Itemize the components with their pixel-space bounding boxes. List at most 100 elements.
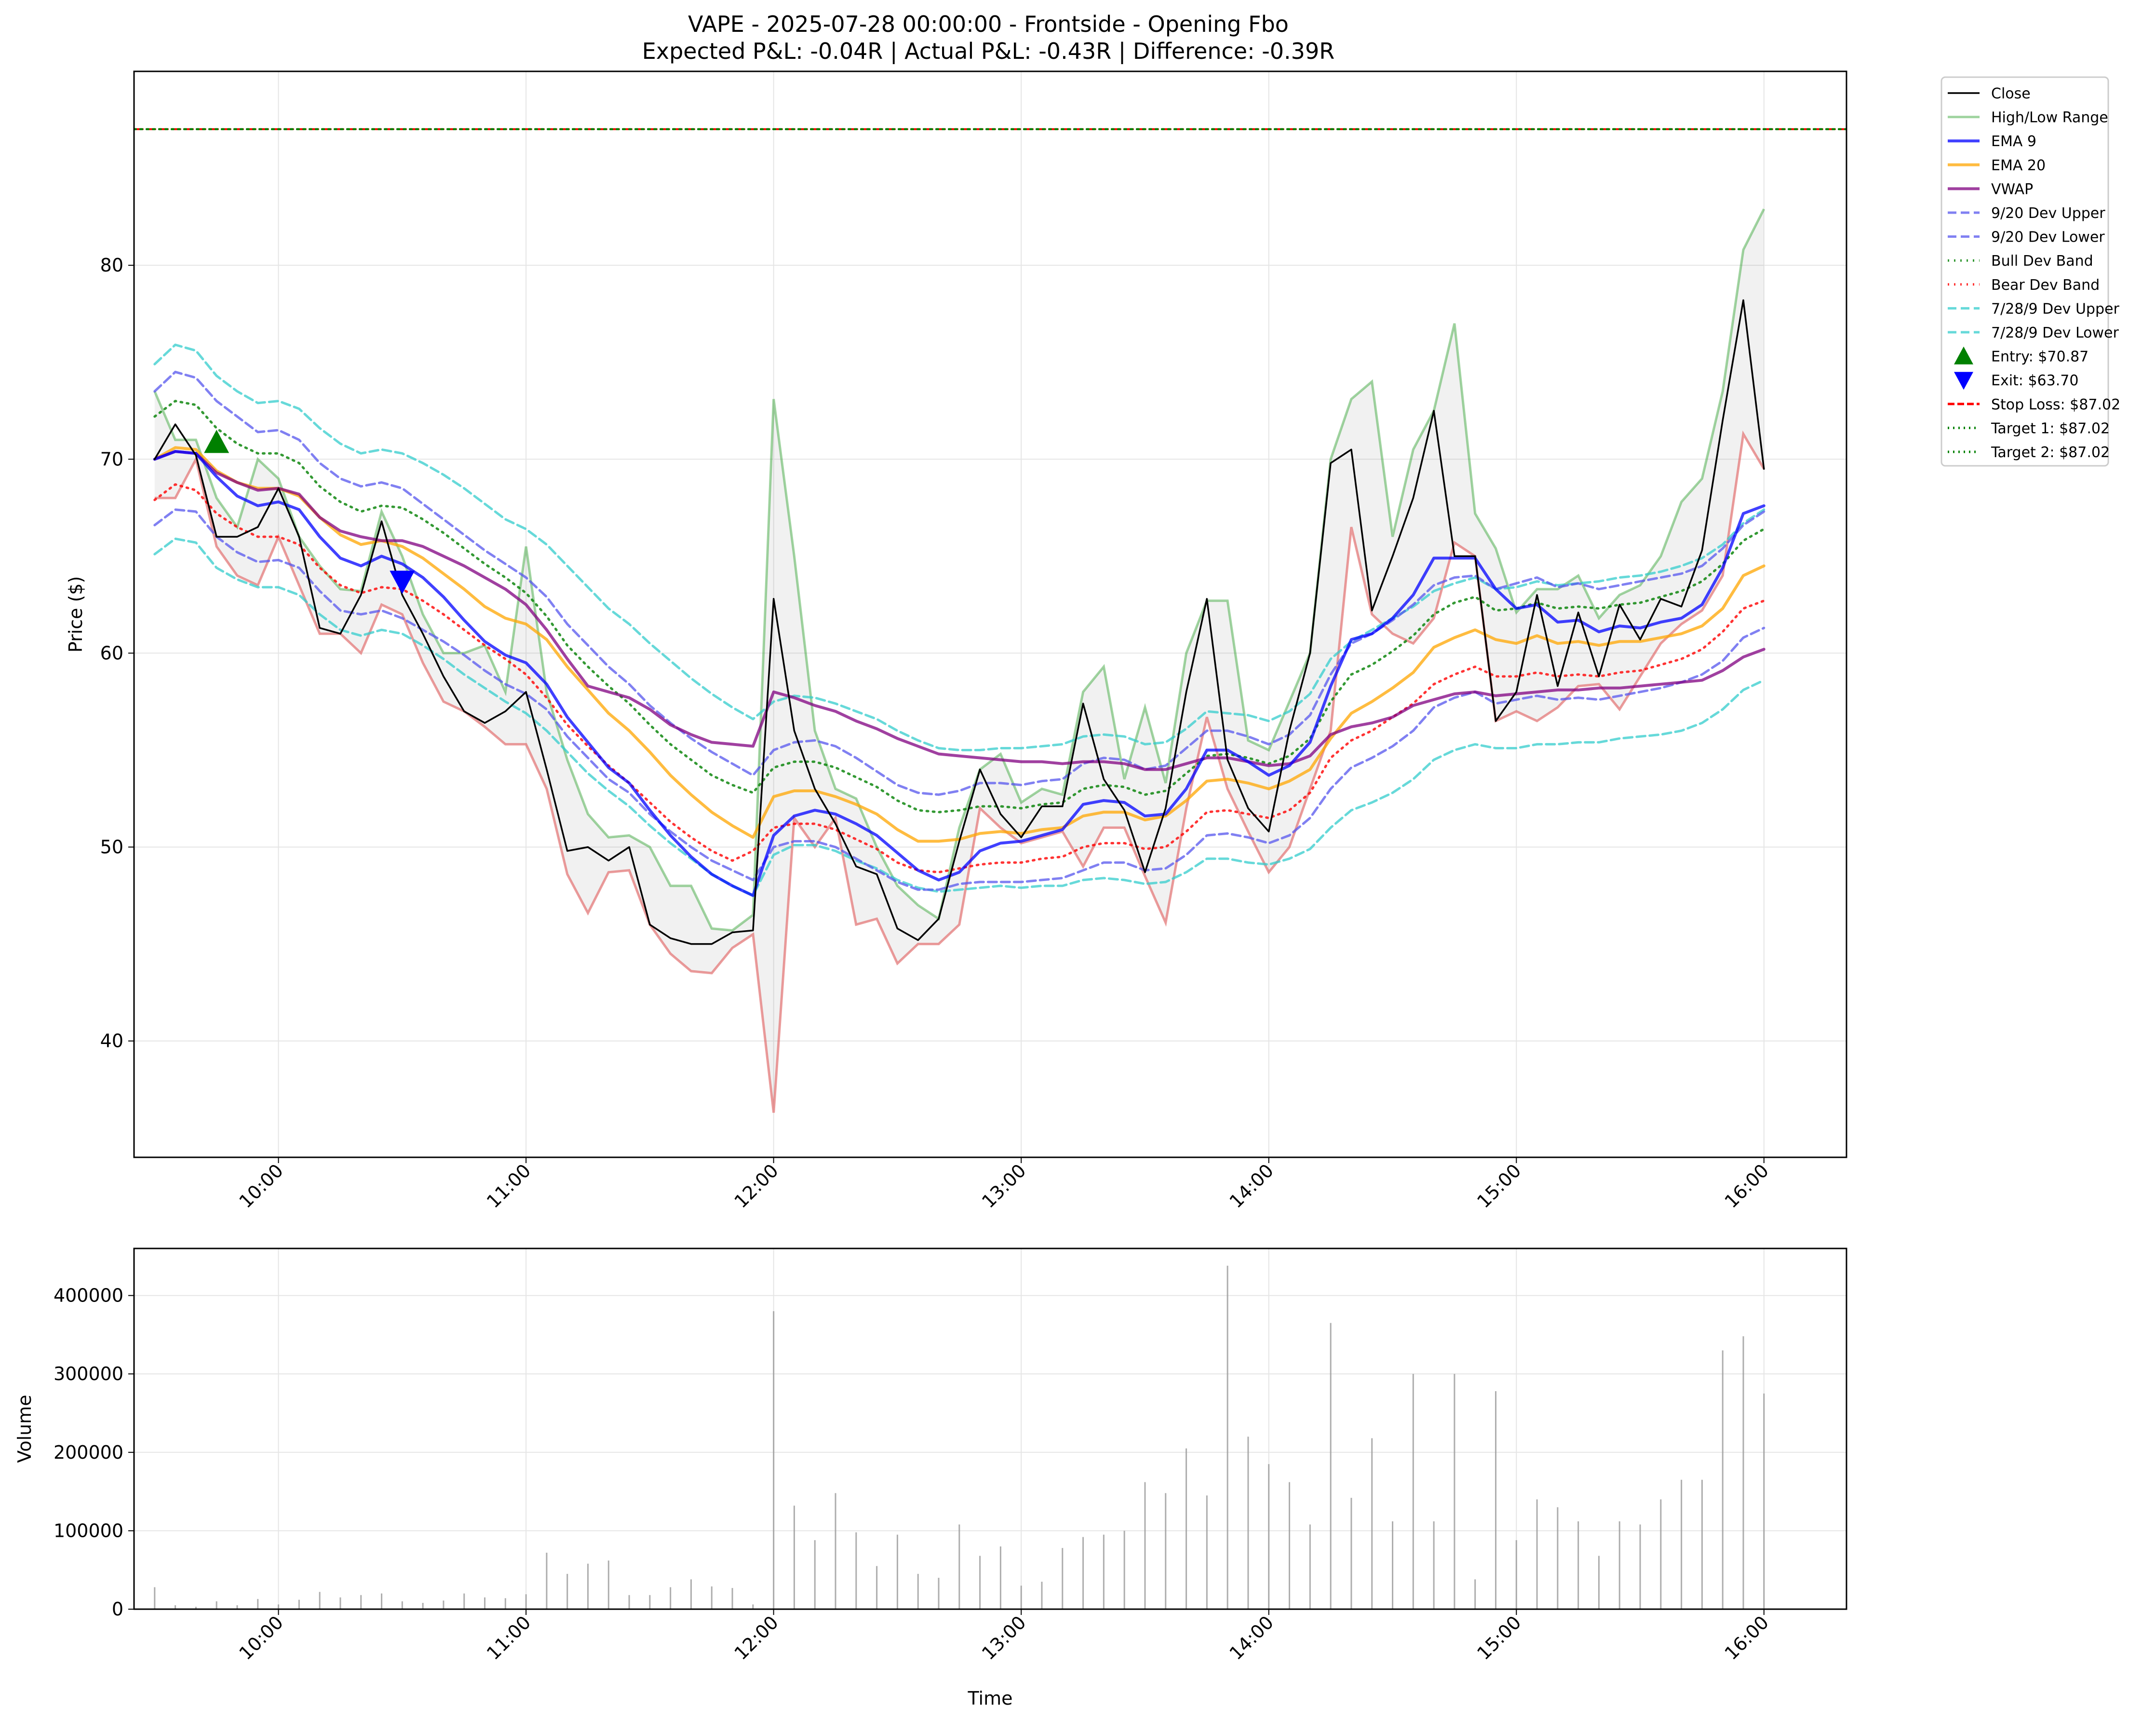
volume-bar — [1577, 1521, 1579, 1609]
price-y-tick-label: 50 — [100, 837, 123, 858]
volume-bar — [731, 1588, 733, 1609]
price-y-tick-label: 70 — [100, 448, 123, 470]
volume-bar — [835, 1493, 836, 1609]
volume-y-axis-label: Volume — [14, 1395, 35, 1463]
volume-bar — [195, 1607, 197, 1609]
volume-bar — [1474, 1579, 1476, 1609]
price-y-ticks: 40 50 60 70 80 — [100, 255, 134, 1052]
volume-bar — [463, 1593, 465, 1609]
volume-bar — [1289, 1482, 1291, 1609]
volume-bar — [855, 1532, 857, 1609]
chart-title-line1: VAPE - 2025-07-28 00:00:00 - Frontside -… — [688, 11, 1289, 37]
volume-axes-frame — [133, 1247, 1847, 1610]
entry-marker — [204, 430, 229, 453]
legend-swatch-marker — [1954, 372, 1973, 390]
price-y-axis-label: Price ($) — [65, 576, 86, 653]
volume-bar — [1598, 1556, 1600, 1609]
legend-label: 9/20 Dev Lower — [1991, 229, 2105, 246]
legend-swatch-marker — [1954, 346, 1973, 365]
legend-label: EMA 9 — [1991, 133, 2036, 150]
legend-label: Target 1: $87.02 — [1991, 420, 2110, 437]
volume-bar — [917, 1573, 919, 1609]
volume-bar — [711, 1586, 713, 1609]
legend-label: Exit: $63.70 — [1991, 372, 2078, 389]
exit-marker — [390, 570, 415, 594]
volume-bar — [1309, 1524, 1311, 1609]
volume-bar — [1020, 1586, 1022, 1609]
volume-bar — [484, 1597, 486, 1609]
volume-bar — [1123, 1531, 1125, 1609]
volume-bar — [1226, 1265, 1228, 1609]
volume-y-tick-label: 200000 — [54, 1442, 123, 1463]
chart-title-line2: Expected P&L: -0.04R | Actual P&L: -0.43… — [642, 38, 1334, 65]
high-low-range-fill — [154, 209, 1764, 1113]
volume-bar — [1392, 1521, 1394, 1609]
series-bear-dev-band — [153, 483, 1765, 874]
volume-bar — [1639, 1524, 1641, 1609]
volume-bar — [1454, 1374, 1455, 1609]
volume-plot-area — [154, 1265, 1765, 1609]
volume-bar — [278, 1604, 280, 1609]
volume-bar — [628, 1595, 630, 1609]
volume-bar — [546, 1552, 548, 1609]
volume-bar — [793, 1505, 795, 1609]
series-close — [154, 299, 1765, 945]
volume-bar — [876, 1566, 878, 1609]
volume-bar — [422, 1602, 424, 1609]
legend-frame — [1940, 76, 2109, 467]
volume-bar — [525, 1594, 527, 1609]
volume-bar — [1618, 1521, 1620, 1609]
volume-bar — [1350, 1498, 1352, 1609]
price-y-tick-label: 80 — [100, 255, 123, 276]
volume-y-tick-label: 100000 — [54, 1520, 123, 1541]
legend-label: Stop Loss: $87.02 — [1991, 396, 2120, 413]
volume-bar — [814, 1540, 816, 1609]
legend-label: Target 2: $87.02 — [1991, 444, 2110, 461]
series-vwap — [153, 450, 1765, 771]
legend-label: Bear Dev Band — [1991, 277, 2100, 294]
volume-bar — [999, 1546, 1001, 1609]
legend-items: Close High/Low Range EMA 9 EMA 20 VWAP 9/20 D… — [1948, 85, 2120, 461]
volume-bar — [401, 1601, 403, 1609]
volume-bar — [298, 1600, 300, 1609]
volume-bar — [1082, 1537, 1084, 1609]
volume-bar — [319, 1592, 321, 1609]
volume-bar — [607, 1560, 609, 1609]
volume-bar — [1660, 1499, 1662, 1609]
volume-bar — [1041, 1582, 1043, 1609]
volume-bar — [1495, 1391, 1496, 1609]
volume-bar — [1557, 1507, 1559, 1609]
volume-bar — [1247, 1437, 1249, 1609]
legend-label: Close — [1991, 85, 2031, 102]
volume-bar — [1062, 1548, 1064, 1609]
volume-bar — [1165, 1493, 1167, 1609]
volume-bar — [958, 1524, 960, 1609]
volume-bar — [1412, 1374, 1414, 1609]
volume-bar — [752, 1604, 754, 1609]
volume-bar — [1103, 1534, 1105, 1609]
volume-bar — [1515, 1540, 1517, 1609]
volume-bar — [587, 1563, 589, 1609]
volume-bar — [236, 1605, 238, 1609]
volume-bar — [566, 1573, 568, 1609]
legend-label: Bull Dev Band — [1991, 253, 2093, 270]
volume-y-ticks: 0 100000 200000 300000 400000 — [54, 1285, 134, 1620]
price-axes-frame — [133, 70, 1847, 1158]
volume-bar — [339, 1597, 341, 1609]
volume-bar — [154, 1587, 156, 1609]
volume-bar — [443, 1600, 445, 1609]
volume-bar — [360, 1595, 362, 1609]
volume-bar — [1536, 1499, 1538, 1609]
price-y-tick-label: 40 — [100, 1030, 123, 1052]
volume-y-tick-label: 0 — [112, 1599, 123, 1620]
price-plot-area — [134, 128, 1846, 1113]
series-bull-dev-band — [153, 400, 1765, 814]
volume-bar — [504, 1598, 506, 1609]
volume-bar — [216, 1601, 217, 1609]
legend-label: High/Low Range — [1991, 109, 2108, 126]
volume-bar — [175, 1605, 176, 1609]
volume-bar — [1742, 1336, 1744, 1609]
volume-bar — [1186, 1448, 1187, 1609]
